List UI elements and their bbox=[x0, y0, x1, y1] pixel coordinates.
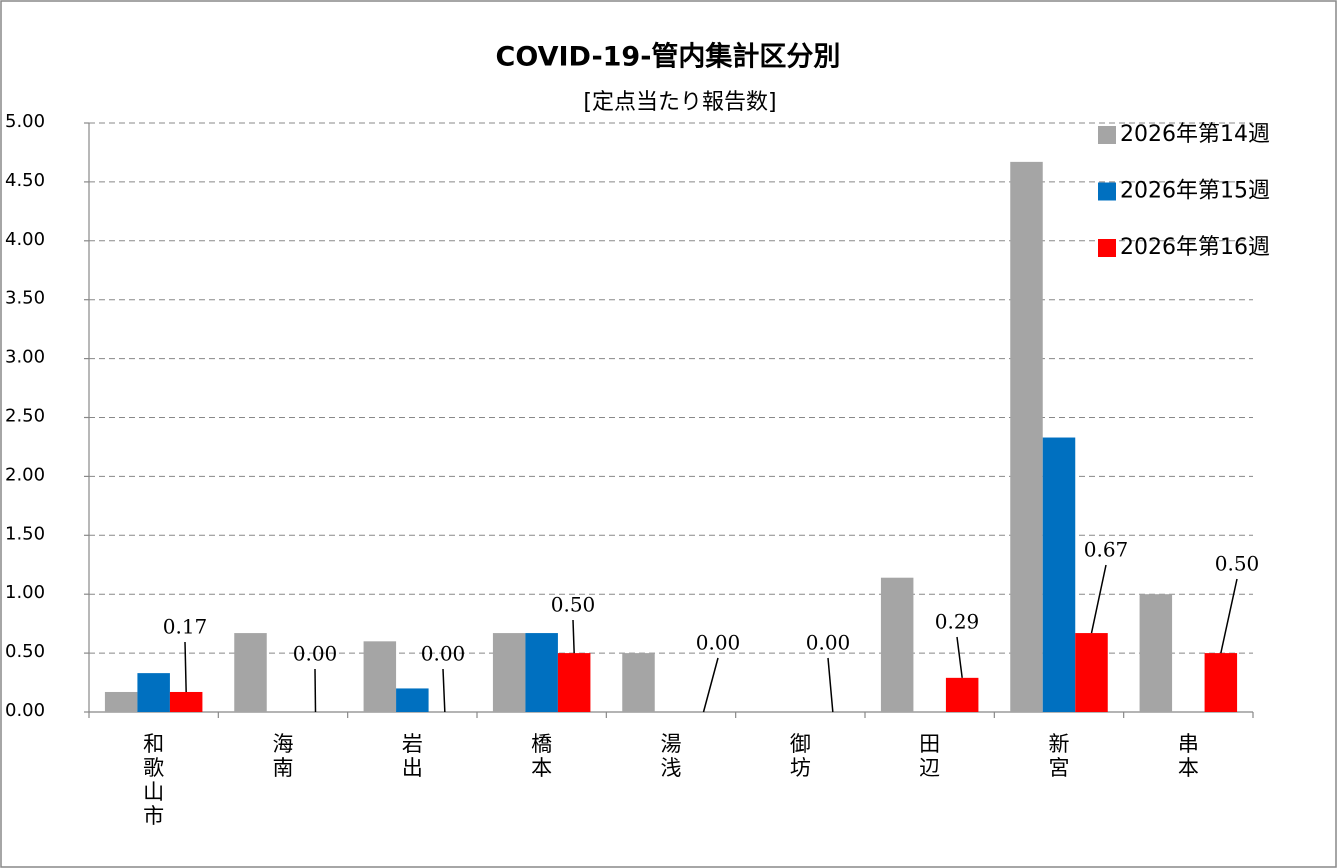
data-label: 0.00 bbox=[696, 631, 741, 655]
bar bbox=[492, 633, 526, 712]
bar bbox=[1139, 594, 1173, 712]
x-tick-label: 串本 bbox=[1178, 732, 1199, 780]
leader-line bbox=[702, 657, 719, 713]
data-label: 0.00 bbox=[421, 642, 466, 666]
bar bbox=[945, 677, 979, 712]
data-label: 0.50 bbox=[1215, 552, 1260, 576]
data-label: 0.50 bbox=[551, 593, 596, 617]
x-tick-label: 新宮 bbox=[1049, 732, 1070, 780]
bar bbox=[1042, 437, 1076, 712]
x-tick-label: 和歌山市 bbox=[143, 732, 164, 828]
y-tick-label: 1.00 bbox=[5, 582, 45, 603]
x-tick-label: 海南 bbox=[273, 732, 294, 780]
data-label: 0.17 bbox=[163, 615, 208, 639]
y-tick-label: 3.00 bbox=[5, 347, 45, 368]
x-tick-label: 橋本 bbox=[531, 732, 552, 780]
x-tick-label: 田辺 bbox=[919, 732, 940, 780]
y-tick-label: 3.50 bbox=[5, 288, 45, 309]
y-tick-label: 1.50 bbox=[5, 523, 45, 544]
leader-line bbox=[956, 636, 963, 678]
y-tick-label: 2.50 bbox=[5, 406, 45, 427]
data-label: 0.00 bbox=[806, 631, 851, 655]
leader-line bbox=[314, 668, 317, 713]
bar bbox=[622, 653, 655, 712]
bar bbox=[1010, 161, 1043, 712]
legend-swatch bbox=[1098, 239, 1116, 257]
leader-line bbox=[1220, 578, 1238, 654]
bar bbox=[234, 633, 267, 712]
legend-swatch bbox=[1098, 182, 1116, 201]
leader-line bbox=[1090, 564, 1107, 634]
y-tick-label: 5.00 bbox=[5, 111, 45, 132]
bar bbox=[363, 641, 397, 712]
data-label: 0.67 bbox=[1084, 538, 1129, 562]
y-tick-label: 4.50 bbox=[5, 170, 45, 191]
leader-line bbox=[184, 641, 187, 692]
leader-line bbox=[442, 668, 446, 713]
legend-swatch bbox=[1098, 126, 1116, 144]
bar bbox=[1075, 633, 1108, 712]
x-tick-label: 湯浅 bbox=[661, 732, 682, 780]
x-tick-label: 岩出 bbox=[402, 732, 423, 780]
leader-line bbox=[572, 619, 575, 654]
data-label: 0.00 bbox=[293, 642, 338, 666]
bar bbox=[880, 577, 914, 712]
y-tick-label: 0.00 bbox=[5, 700, 45, 721]
bar bbox=[1204, 653, 1238, 712]
legend-label: 2026年第16週 bbox=[1120, 235, 1270, 260]
y-tick-label: 4.00 bbox=[5, 229, 45, 250]
chart-title: COVID-19-管内集計区分別 bbox=[496, 41, 841, 73]
chart-subtitle: [定点当たり報告数] bbox=[583, 90, 776, 115]
legend-label: 2026年第15週 bbox=[1120, 179, 1270, 204]
bar bbox=[169, 691, 203, 712]
y-tick-label: 0.50 bbox=[5, 641, 45, 662]
bar bbox=[137, 673, 170, 712]
bar bbox=[557, 653, 591, 712]
x-tick-label: 御坊 bbox=[790, 732, 811, 780]
bar bbox=[396, 688, 429, 712]
leader-line bbox=[827, 657, 834, 713]
bar bbox=[525, 633, 558, 712]
y-tick-label: 2.00 bbox=[5, 464, 45, 485]
legend-label: 2026年第14週 bbox=[1120, 122, 1270, 147]
bar bbox=[104, 691, 138, 712]
data-label: 0.29 bbox=[935, 610, 980, 634]
